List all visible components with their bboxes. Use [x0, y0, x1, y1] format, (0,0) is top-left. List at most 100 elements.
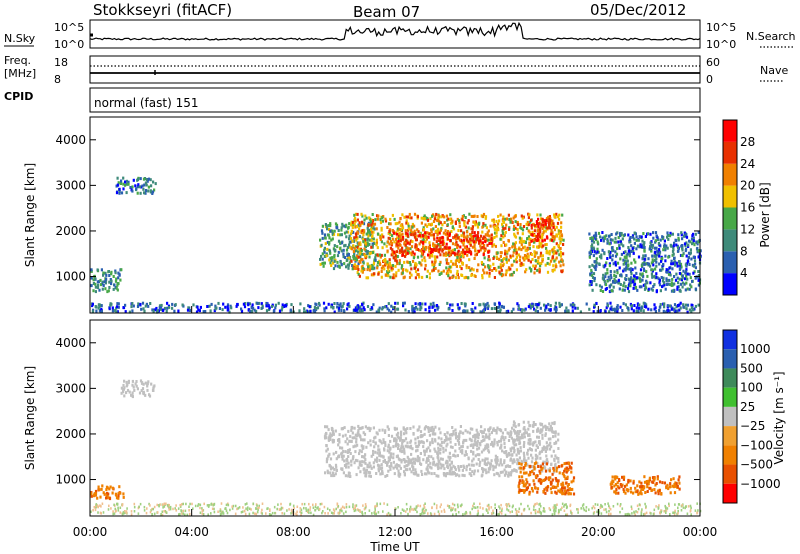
power-cell — [619, 257, 622, 261]
power-cell — [516, 228, 519, 231]
power-cell — [609, 270, 612, 273]
power-cell — [608, 234, 611, 238]
power-cell — [348, 261, 351, 265]
velocity-cell — [481, 435, 484, 439]
power-cell — [439, 236, 442, 240]
velocity-cell — [520, 462, 523, 466]
power-cell — [513, 244, 516, 248]
velocity-cell — [126, 383, 129, 387]
power-cell — [665, 268, 668, 272]
velocity-cell — [497, 439, 501, 443]
power-cell — [455, 258, 458, 262]
velocity-cell — [219, 513, 222, 516]
power-cell — [342, 255, 345, 259]
velocity-cell — [532, 472, 535, 476]
power-cell — [109, 278, 112, 281]
power-cell — [281, 306, 284, 310]
power-cell — [355, 267, 358, 270]
power-cell — [601, 276, 604, 280]
velocity-cell — [517, 485, 520, 489]
power-cell — [339, 233, 342, 237]
power-cell — [339, 241, 342, 245]
power-cell — [140, 185, 143, 189]
power-cell — [538, 227, 541, 231]
power-cell — [386, 307, 389, 311]
velocity-cell — [513, 460, 516, 464]
power-cell — [218, 307, 221, 310]
velocity-cell — [544, 434, 547, 437]
velocity-cell — [323, 435, 327, 439]
power-cell — [388, 222, 391, 226]
power-cell — [411, 250, 414, 254]
power-cell — [522, 256, 525, 260]
power-cell — [516, 302, 519, 306]
velocity-cell — [344, 474, 347, 478]
power-cell — [630, 272, 633, 276]
power-cell — [651, 268, 654, 272]
velocity-cell — [201, 507, 203, 510]
power-cell — [670, 307, 673, 311]
power-cell — [260, 302, 263, 306]
power-cell — [414, 276, 417, 280]
power-cell — [202, 310, 205, 314]
cpid-panel: CPID normal (fast) 151 — [4, 87, 701, 113]
power-cell — [501, 229, 504, 233]
power-cell — [517, 253, 520, 257]
power-cell — [569, 303, 572, 307]
power-cell — [430, 222, 433, 226]
power-cell — [673, 275, 676, 278]
power-cell — [610, 246, 614, 250]
power-cell — [469, 243, 472, 247]
power-cell — [616, 269, 619, 272]
velocity-cell — [549, 476, 552, 480]
power-cell — [339, 260, 342, 264]
velocity-cell — [525, 459, 528, 463]
velocity-cell — [422, 445, 425, 449]
power-cell — [655, 257, 658, 261]
power-cell — [336, 226, 339, 230]
power-cell — [672, 252, 675, 256]
velocity-cell — [511, 453, 514, 457]
velocity-cell — [546, 447, 549, 451]
velocity-cell — [435, 506, 438, 510]
power-cell — [367, 223, 370, 227]
power-cell — [433, 263, 436, 267]
velocity-cell — [527, 420, 530, 424]
power-cell — [120, 268, 123, 272]
power-cell — [536, 268, 539, 272]
velocity-cell — [439, 431, 442, 435]
velocity-cell — [495, 428, 498, 432]
power-cell — [380, 253, 383, 257]
power-cell — [549, 259, 553, 263]
velocity-cell — [430, 428, 433, 432]
power-cell — [360, 231, 363, 235]
power-cell — [226, 303, 230, 307]
power-cell — [384, 217, 387, 221]
power-cell — [499, 263, 502, 267]
velocity-cell — [125, 511, 128, 515]
power-cell — [552, 225, 555, 229]
power-cell — [655, 264, 658, 268]
velocity-cell — [636, 484, 639, 488]
power-cell — [422, 234, 425, 238]
power-cell — [591, 243, 594, 247]
power-cell — [343, 256, 347, 259]
power-cell — [395, 256, 398, 260]
velocity-cell — [382, 438, 385, 442]
velocity-cell — [471, 459, 474, 463]
power-cell — [358, 259, 361, 263]
power-cell — [608, 242, 611, 246]
power-cell — [597, 242, 600, 246]
velocity-cell — [557, 512, 560, 515]
power-cell — [603, 252, 606, 256]
velocity-cell — [647, 479, 650, 483]
power-cell — [656, 276, 659, 280]
power-cell — [451, 248, 454, 252]
freq-right-tick-top: 60 — [706, 56, 720, 69]
velocity-cell — [457, 505, 459, 509]
power-cell — [658, 248, 661, 252]
velocity-cell — [353, 426, 356, 430]
power-cell — [358, 247, 361, 251]
power-cell — [685, 254, 688, 258]
velocity-cell — [423, 450, 426, 454]
